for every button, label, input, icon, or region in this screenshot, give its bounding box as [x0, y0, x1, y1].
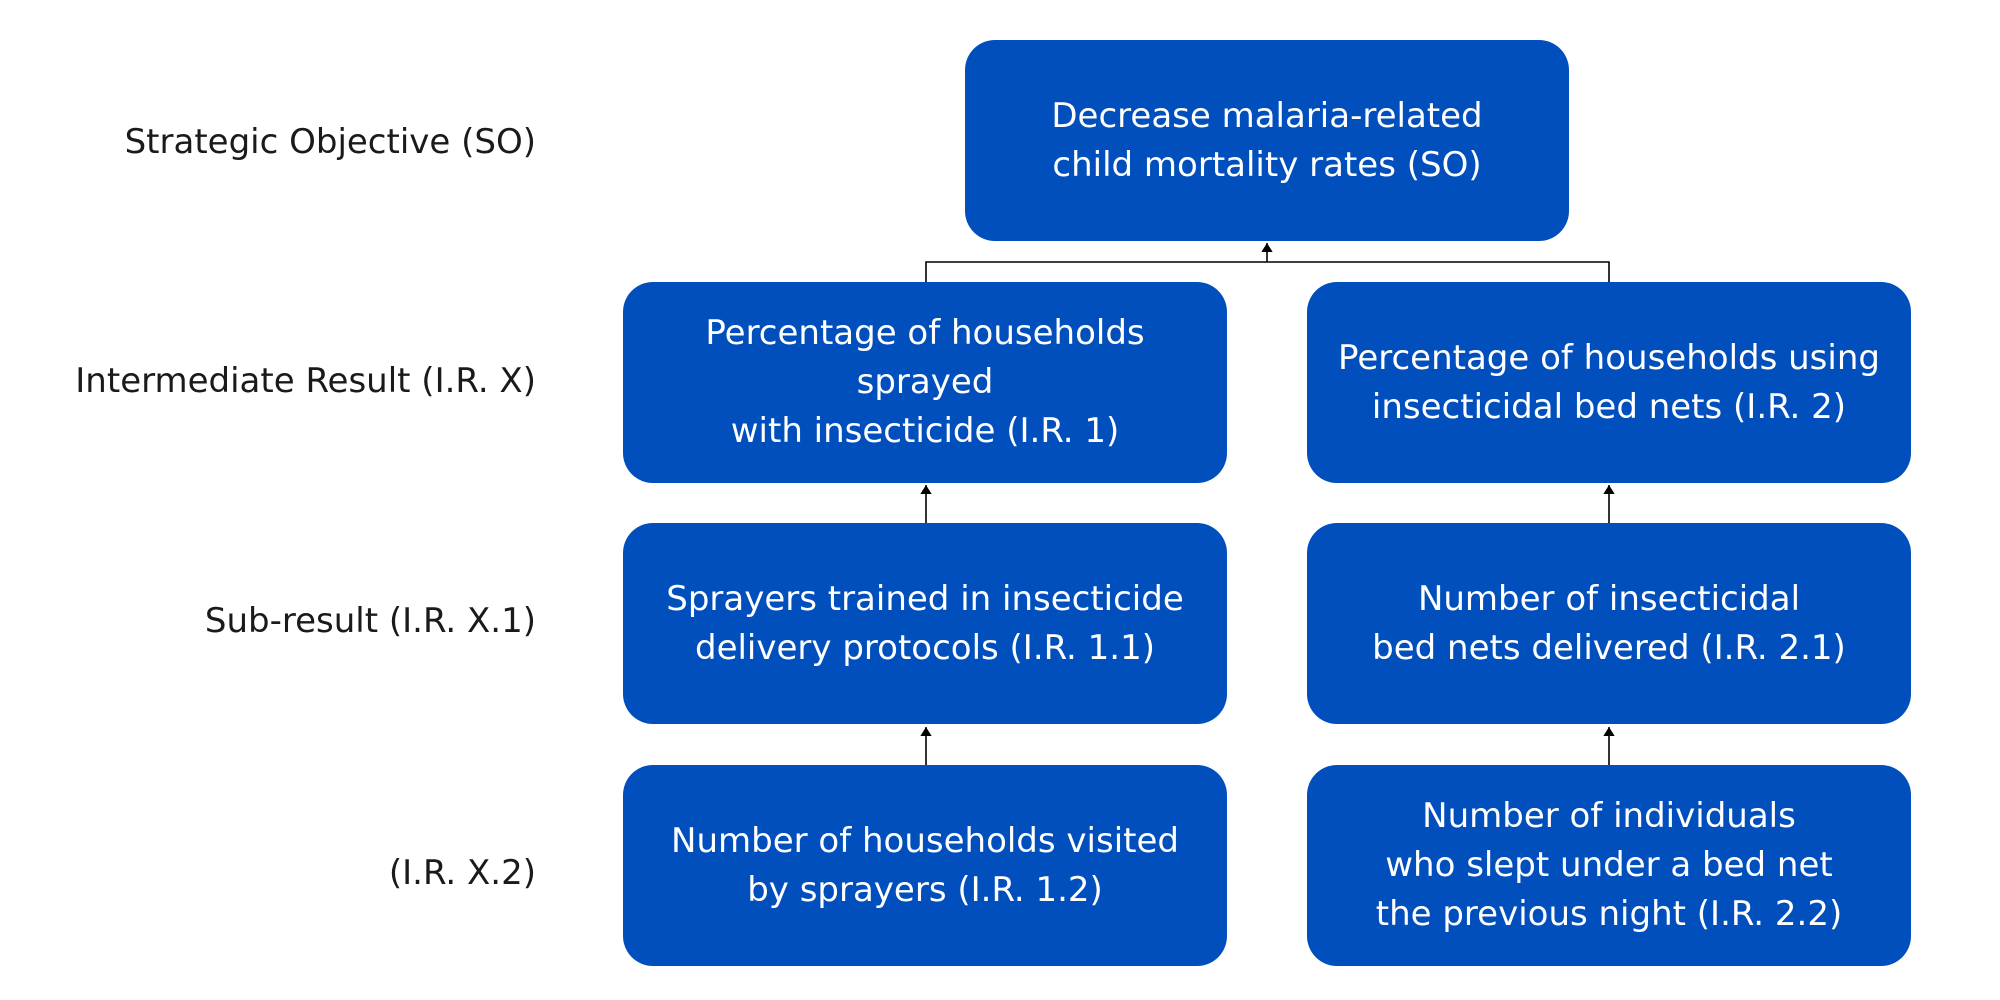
box-ir-1-text: Percentage of households sprayed with in… — [705, 313, 1145, 451]
box-ir-1-1: Sprayers trained in insecticide delivery… — [623, 523, 1227, 724]
box-strategic-objective-text: Decrease malaria-related child mortality… — [1051, 95, 1483, 185]
box-ir-2-1: Number of insecticidal bed nets delivere… — [1307, 523, 1911, 724]
row-label-sub-result: Sub-result (I.R. X.1) — [204, 601, 536, 641]
box-ir-1: Percentage of households sprayed with in… — [623, 282, 1227, 483]
box-strategic-objective: Decrease malaria-related child mortality… — [965, 40, 1569, 241]
row-label-strategic-objective: Strategic Objective (SO) — [124, 122, 536, 162]
row-label-sub-result-2: (I.R. X.2) — [388, 853, 536, 893]
box-ir-2-2: Number of individuals who slept under a … — [1307, 765, 1911, 966]
box-ir-1-2-text: Number of households visited by sprayers… — [671, 820, 1179, 910]
box-ir-2-2-text: Number of individuals who slept under a … — [1375, 796, 1843, 934]
connector-ir-to-so — [925, 261, 1610, 282]
box-ir-1-1-text: Sprayers trained in insecticide delivery… — [666, 578, 1184, 668]
box-ir-2-text: Percentage of households using insectici… — [1338, 337, 1880, 427]
row-label-intermediate-result: Intermediate Result (I.R. X) — [75, 361, 536, 401]
box-ir-1-2: Number of households visited by sprayers… — [623, 765, 1227, 966]
box-ir-2: Percentage of households using insectici… — [1307, 282, 1911, 483]
box-ir-2-1-text: Number of insecticidal bed nets delivere… — [1372, 578, 1846, 668]
